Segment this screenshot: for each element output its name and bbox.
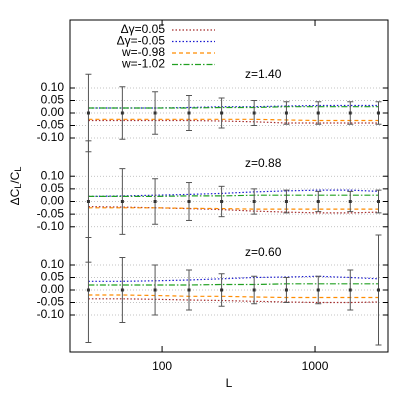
data-point — [86, 200, 90, 203]
data-point — [86, 111, 90, 115]
data-point — [187, 200, 191, 203]
data-point — [284, 111, 288, 115]
data-point — [120, 288, 124, 292]
x-tick-label: 100 — [152, 359, 172, 373]
y-tick-label: 0.10 — [41, 80, 65, 94]
data-point — [316, 200, 320, 203]
y-tick-label: 0.05 — [41, 93, 65, 107]
x-axis-label: L — [226, 376, 233, 390]
legend-label: Δγ=-0.05 — [117, 34, 166, 48]
data-point — [86, 288, 90, 292]
annotation: z=1.40 — [245, 67, 282, 81]
data-point — [153, 111, 157, 115]
y-tick-label: -0.05 — [37, 295, 65, 309]
y-tick-label: -0.05 — [37, 206, 65, 220]
series-line — [88, 283, 379, 286]
data-point — [376, 288, 380, 292]
data-point — [153, 200, 157, 203]
x-tick-label: 1000 — [302, 359, 329, 373]
y-tick-label: 0.05 — [41, 270, 65, 284]
data-point — [348, 200, 352, 203]
y-tick-label: 0.05 — [41, 181, 65, 195]
data-point — [348, 111, 352, 115]
series-line — [88, 106, 379, 109]
data-point — [120, 111, 124, 115]
data-point — [284, 200, 288, 203]
series-line — [88, 207, 379, 210]
legend-label: Δγ=0.05 — [121, 22, 166, 36]
data-point — [187, 288, 191, 292]
series-line — [88, 194, 379, 197]
series-line — [88, 294, 379, 299]
data-point — [284, 288, 288, 292]
data-point — [120, 200, 124, 203]
y-axis-label: ΔCL/CL — [8, 167, 23, 206]
y-tick-label: -0.10 — [37, 130, 65, 144]
y-tick-label: -0.10 — [37, 219, 65, 233]
data-point — [220, 288, 224, 292]
data-point — [316, 111, 320, 115]
data-point — [187, 111, 191, 115]
data-point — [376, 111, 380, 115]
series-line — [88, 189, 379, 197]
series-line — [88, 119, 379, 124]
y-tick-label: 0.00 — [41, 194, 65, 208]
y-tick-label: 0.00 — [41, 105, 65, 119]
annotation: z=0.60 — [245, 245, 282, 259]
y-tick-label: -0.10 — [37, 307, 65, 321]
data-point — [252, 288, 256, 292]
y-tick-label: 0.00 — [41, 282, 65, 296]
y-tick-label: 0.10 — [41, 168, 65, 182]
data-point — [376, 200, 380, 203]
data-point — [316, 288, 320, 292]
plot-frame — [69, 19, 389, 353]
data-point — [220, 111, 224, 115]
legend-label: w=-1.02 — [121, 57, 165, 71]
data-point — [220, 200, 224, 203]
data-point — [252, 111, 256, 115]
series-line — [88, 118, 379, 122]
data-point — [348, 288, 352, 292]
annotation: z=0.88 — [245, 156, 282, 170]
y-tick-label: -0.05 — [37, 118, 65, 132]
data-point — [252, 200, 256, 203]
series-line — [88, 275, 379, 282]
data-point — [153, 288, 157, 292]
legend-label: w=-0.98 — [121, 45, 165, 59]
series-line — [88, 298, 379, 304]
y-tick-label: 0.10 — [41, 257, 65, 271]
